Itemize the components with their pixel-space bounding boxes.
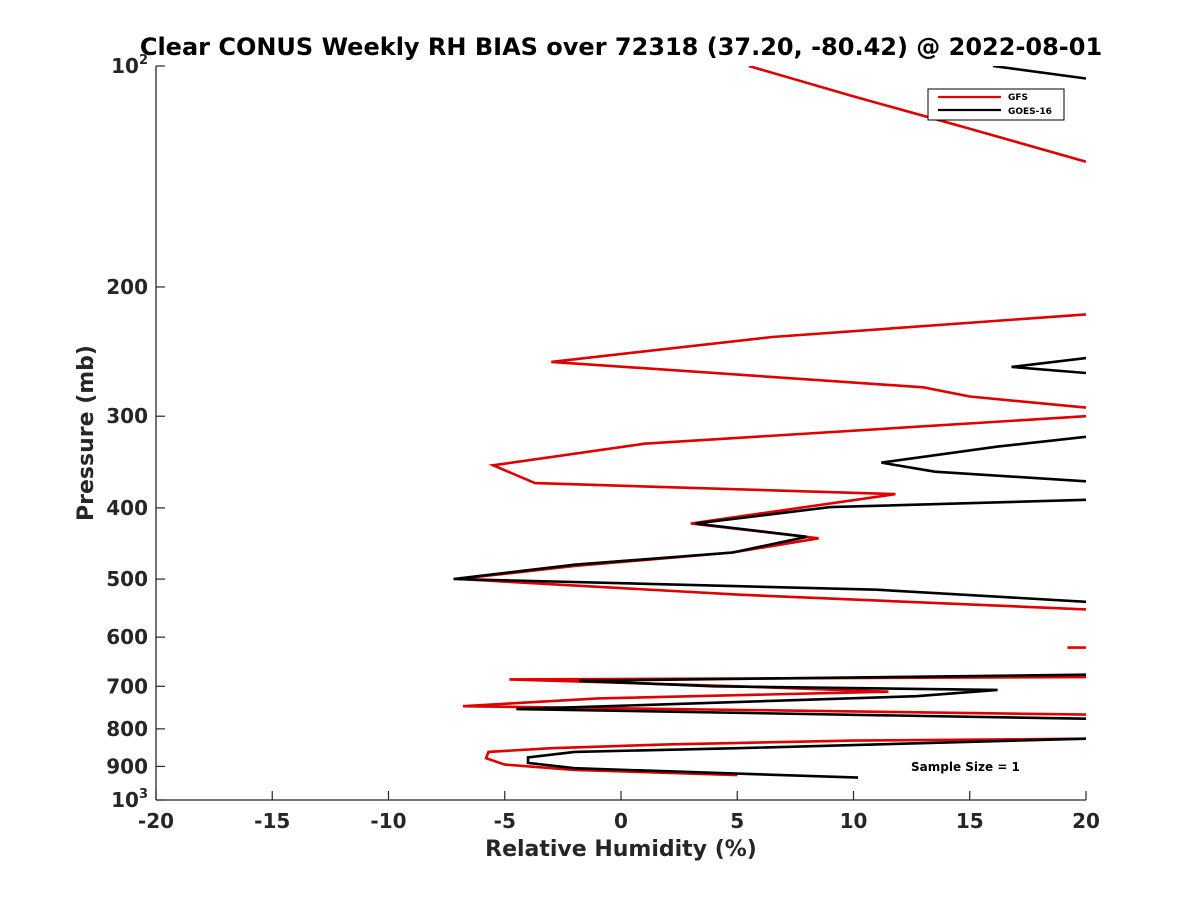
- chart-title: Clear CONUS Weekly RH BIAS over 72318 (3…: [140, 33, 1102, 61]
- series-goes16-line-0: [526, 737, 1086, 779]
- series-goes16-line-3: [881, 435, 1086, 483]
- series-goes16-line-2: [453, 498, 1086, 604]
- sample-size-annotation: Sample Size = 1: [911, 760, 1020, 774]
- y-tick-label: 800: [106, 717, 148, 741]
- x-tick-label: 5: [730, 809, 744, 833]
- x-tick-label: 10: [840, 809, 868, 833]
- y-tick-label: 300: [106, 404, 148, 428]
- y-tick-label: 102: [111, 53, 148, 78]
- x-tick-label: -15: [254, 809, 290, 833]
- series-gfs-line-4: [551, 313, 1086, 409]
- x-tick-label: -20: [138, 809, 174, 833]
- axes-layer: -20 -15 -10 -5 0 5 10 15 20 102 200 300 400 500 600 700…: [106, 53, 1100, 833]
- x-axis-label: Relative Humidity (%): [485, 837, 757, 862]
- y-tick-label: 700: [106, 674, 148, 698]
- legend-gfs-label: GFS: [1008, 93, 1028, 103]
- series-goes16-line-1: [516, 673, 1086, 720]
- series-gfs-line-5: [748, 66, 1086, 163]
- x-tick-label: -5: [494, 809, 516, 833]
- y-axis-label: Pressure (mb): [74, 345, 99, 521]
- series-goes16-line-5: [992, 66, 1086, 80]
- x-tick-label: 20: [1072, 809, 1100, 833]
- series-gfs-line-0: [484, 737, 1086, 777]
- series-gfs-line-1: [462, 675, 1086, 716]
- y-tick-label: 200: [106, 275, 148, 299]
- legend: GFS GOES-16: [927, 88, 1065, 121]
- y-tick-label: 500: [106, 567, 148, 591]
- y-tick-label: 600: [106, 625, 148, 649]
- y-tick-label: 400: [106, 496, 148, 520]
- legend-goes16-label: GOES-16: [1008, 107, 1052, 117]
- y-tick-label: 900: [106, 754, 148, 778]
- x-tick-label: 15: [956, 809, 984, 833]
- x-tick-label: 0: [614, 809, 628, 833]
- y-tick-label: 103: [111, 787, 148, 812]
- series-layer: [453, 66, 1086, 779]
- legend-box: [927, 88, 1065, 121]
- x-tick-label: -10: [370, 809, 406, 833]
- series-goes16-line-4: [1011, 356, 1086, 375]
